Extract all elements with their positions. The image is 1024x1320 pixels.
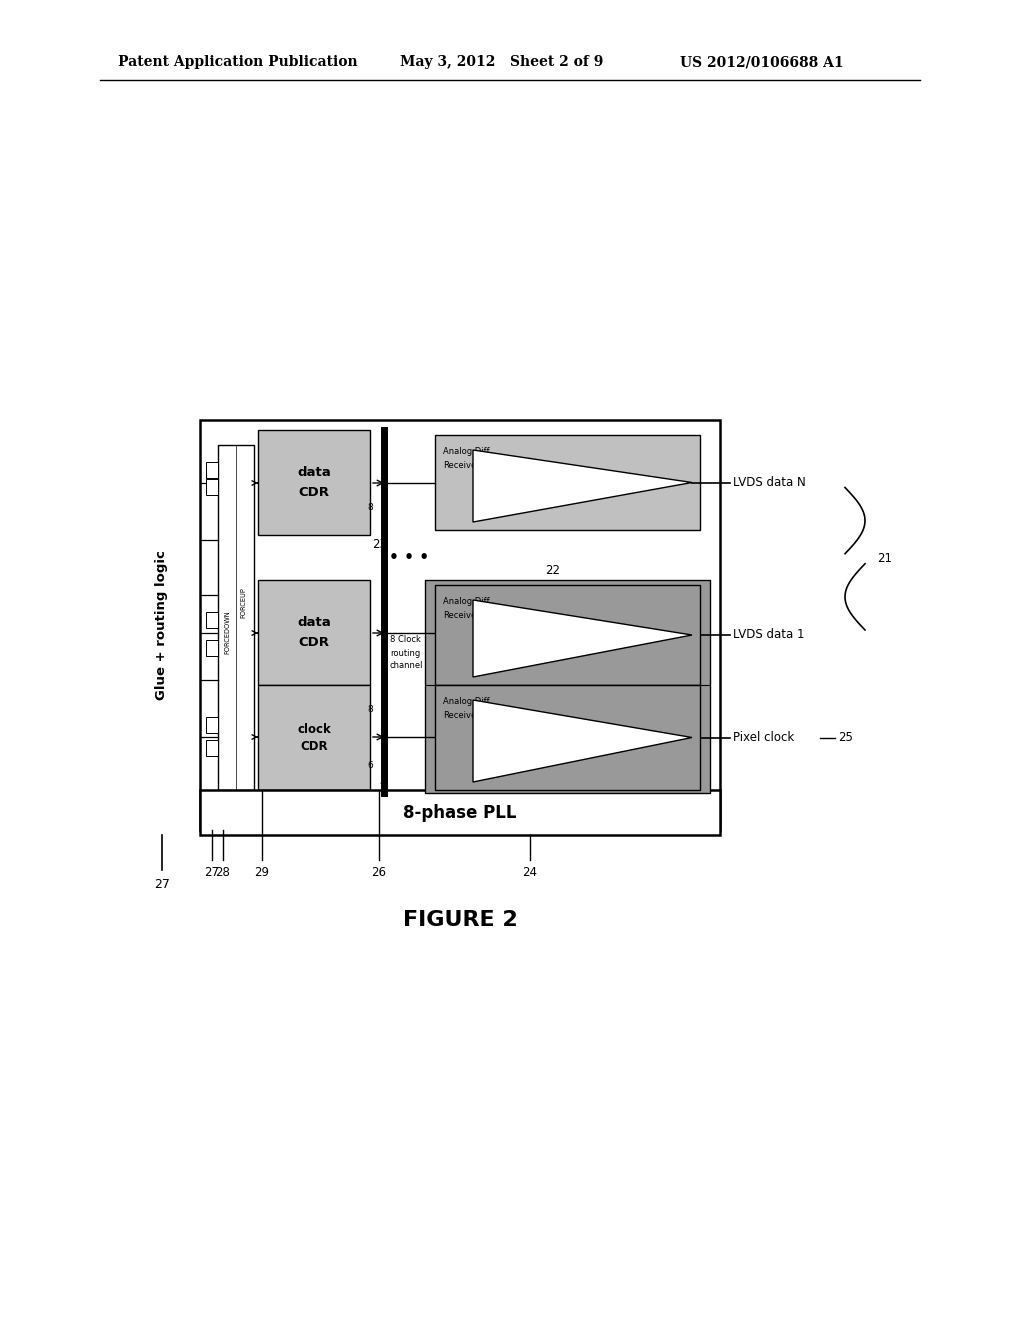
Bar: [435, 685, 700, 789]
Text: 29: 29: [255, 866, 269, 879]
Text: FORCEUP: FORCEUP: [240, 587, 246, 618]
Text: 26: 26: [372, 866, 386, 879]
Text: clock: clock: [297, 723, 331, 737]
Text: 27: 27: [205, 866, 219, 879]
Text: 8: 8: [368, 705, 373, 714]
Text: 23: 23: [373, 537, 387, 550]
Text: Analog Diff.: Analog Diff.: [443, 598, 492, 606]
Bar: [258, 579, 370, 685]
Bar: [206, 741, 218, 756]
Text: 8: 8: [368, 503, 373, 512]
Bar: [435, 585, 700, 685]
Text: Patent Application Publication: Patent Application Publication: [118, 55, 357, 69]
Text: US 2012/0106688 A1: US 2012/0106688 A1: [680, 55, 844, 69]
Bar: [200, 789, 720, 836]
Bar: [206, 640, 218, 656]
Text: 21: 21: [877, 552, 892, 565]
Bar: [206, 717, 218, 733]
Text: data: data: [297, 466, 331, 479]
Bar: [218, 445, 254, 789]
Bar: [200, 420, 720, 830]
Text: May 3, 2012   Sheet 2 of 9: May 3, 2012 Sheet 2 of 9: [400, 55, 603, 69]
Text: Receiver: Receiver: [443, 610, 480, 619]
Text: 22: 22: [546, 564, 560, 577]
Text: Receiver: Receiver: [443, 461, 480, 470]
Text: • • •: • • •: [389, 550, 429, 565]
Bar: [258, 685, 370, 789]
Bar: [435, 436, 700, 531]
Text: Analog Diff.: Analog Diff.: [443, 447, 492, 457]
Text: 8-phase PLL: 8-phase PLL: [403, 804, 517, 821]
Text: Analog Diff.: Analog Diff.: [443, 697, 492, 706]
Text: data: data: [297, 616, 331, 630]
Text: 8 Clock: 8 Clock: [390, 635, 421, 644]
Text: FORCEDOWN: FORCEDOWN: [224, 611, 230, 655]
Text: Receiver: Receiver: [443, 710, 480, 719]
Text: LVDS data N: LVDS data N: [733, 477, 806, 488]
Text: 6: 6: [368, 760, 373, 770]
Text: 25: 25: [838, 731, 853, 744]
Text: CDR: CDR: [300, 741, 328, 752]
Text: LVDS data 1: LVDS data 1: [733, 628, 805, 642]
Text: Glue + routing logic: Glue + routing logic: [156, 550, 169, 700]
Text: FIGURE 2: FIGURE 2: [402, 909, 517, 931]
Text: CDR: CDR: [299, 486, 330, 499]
Text: Pixel clock: Pixel clock: [733, 731, 795, 744]
Text: channel: channel: [390, 661, 424, 671]
Bar: [206, 479, 218, 495]
Polygon shape: [473, 601, 692, 677]
Text: CDR: CDR: [299, 636, 330, 649]
Text: 27: 27: [154, 879, 170, 891]
Bar: [206, 612, 218, 628]
Text: routing: routing: [390, 648, 420, 657]
Text: 28: 28: [216, 866, 230, 879]
Polygon shape: [473, 700, 692, 781]
Polygon shape: [473, 450, 692, 521]
Bar: [206, 462, 218, 478]
Bar: [425, 579, 710, 793]
Bar: [258, 430, 370, 535]
Text: 24: 24: [522, 866, 538, 879]
